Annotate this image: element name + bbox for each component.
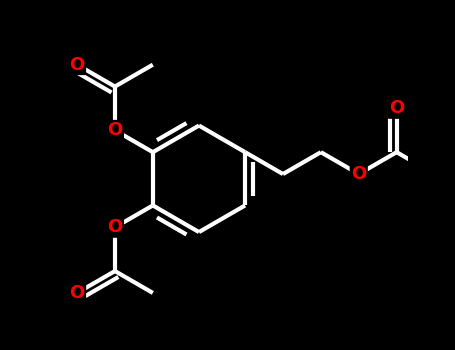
Text: O: O: [70, 56, 85, 74]
Text: O: O: [107, 121, 122, 139]
Text: O: O: [351, 165, 366, 183]
Text: O: O: [107, 218, 122, 236]
Text: O: O: [70, 284, 85, 302]
Text: O: O: [389, 99, 404, 117]
